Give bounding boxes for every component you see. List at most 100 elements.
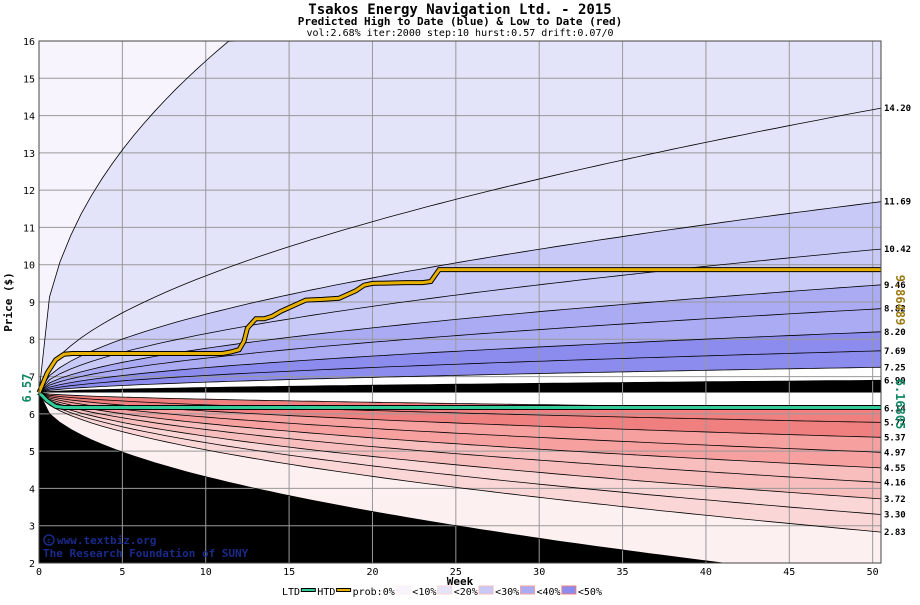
y-tick-label: 2 [29,559,35,570]
x-tick-label: 40 [700,567,712,578]
legend-ltd-label: LTD [282,587,300,598]
quantile-line [38,331,882,393]
high-band-8 [39,350,881,393]
x-tick-label: 5 [119,567,125,578]
legend-swatch-1 [437,585,453,595]
start-price-label: 6.57 [20,374,34,403]
y-tick-label: 11 [23,223,35,234]
y-tick-label: 6 [29,410,35,421]
y-tick-label: 8 [29,335,35,346]
y-tick-label: 15 [23,74,35,85]
low-end-label: 4.16 [884,478,906,488]
high-end-label: 7.69 [884,347,906,357]
legend-swatch-0 [395,585,411,595]
x-tick-label: 30 [533,567,545,578]
high-band-4 [39,249,881,393]
legend-band-5: <50% [578,587,602,598]
quantile-line [38,350,882,393]
low-band-5 [39,392,881,483]
quantile-line [38,392,882,423]
chart-title: Tsakos Energy Navigation Ltd. - 2015 [308,2,611,18]
legend-ltd-swatch [300,588,316,592]
quantile-line [38,392,882,453]
y-axis-label: Price ($) [2,272,15,332]
high-end-label: 9.46 [884,281,906,291]
quantile-line [38,366,882,393]
legend-band-4: <40% [537,587,561,598]
quantile-line [38,392,882,500]
high-end-label: 6.90 [884,376,906,386]
low-end-label: 4.97 [884,448,906,458]
high-band-3 [39,201,881,393]
low-end-label: 3.30 [884,511,906,521]
chart-params: vol:2.68% iter:2000 step:10 hurst:0.57 d… [306,28,613,39]
low-end-label: 6.14 [884,405,906,415]
y-tick-label: 14 [23,112,35,123]
quantile-line [38,392,882,533]
high-end-label: 11.69 [884,198,911,208]
low-band-10 [39,392,881,563]
high-band-1 [39,41,881,393]
htd-final-label: 9.86489 [893,275,907,326]
low-end-label: 4.55 [884,464,906,474]
x-tick-label: 35 [617,567,629,578]
ltd-final-label: 6.16805 [893,379,907,430]
legend-band-1: <10% [412,587,436,598]
svg-text:c: c [47,537,51,545]
series-lines [36,267,881,410]
high-end-label: 14.20 [884,104,911,114]
low-band-3 [39,392,881,453]
legend-band-3: <30% [495,587,519,598]
x-tick-label: 0 [36,567,42,578]
plot-frame [38,40,882,564]
quantile-bands [39,41,881,563]
x-tick-label: 15 [283,567,295,578]
quantile-line [38,392,882,483]
y-tick-label: 13 [23,149,35,160]
low-band-0 [39,392,881,409]
high-band-0 [39,41,881,393]
x-tick-label: 20 [366,567,378,578]
quantile-line [38,392,882,515]
y-tick-label: 3 [29,522,35,533]
y-tick-label: 12 [23,186,35,197]
high-band-10 [39,380,881,393]
high-end-label: 10.42 [884,245,911,255]
legend-band-2: <20% [454,587,478,598]
low-band-8 [39,392,881,533]
copyright-icon [43,534,55,546]
quantile-line [38,107,882,393]
legend-swatch-3 [520,585,535,595]
y-tick-label: 9 [29,298,35,309]
high-band-6 [39,308,881,393]
watermark-line-2: The Research Foundation of SUNY [43,547,249,560]
legend-prob-label: prob:0% [353,587,395,598]
legend-swatch-4 [561,585,577,595]
high-band-9 [39,367,881,393]
high-end-label: 8.20 [884,328,906,338]
x-tick-label: 25 [450,567,462,578]
high-end-label: 7.25 [884,363,906,373]
y-tick-labels: 2 3 4 5 6 7 8 9 10 11 12 13 14 15 16 [23,37,35,570]
htd-line [37,268,881,394]
low-band-9 [39,392,881,563]
low-band-4 [39,392,881,468]
low-end-label: 3.72 [884,495,906,505]
y-tick-label: 16 [23,37,35,48]
y-tick-label: 10 [23,261,35,272]
end-value-labels: 14.2011.6910.429.468.828.207.697.256.906… [884,104,911,538]
high-band-7 [39,331,881,393]
chart-subtitle: Predicted High to Date (blue) & Low to D… [298,15,623,28]
x-tick-label: 50 [867,567,879,578]
low-end-label: 2.83 [884,528,906,538]
quantile-line [38,379,882,393]
ltd-line [37,391,881,409]
quantile-line [38,248,882,393]
low-band-6 [39,392,881,499]
y-tick-label: 7 [29,373,35,384]
watermark-line-1: www.textbiz.org [57,534,156,547]
quantile-line [38,201,882,393]
x-tick-labels: 0 5 10 15 20 25 30 35 40 45 50 [36,567,879,578]
